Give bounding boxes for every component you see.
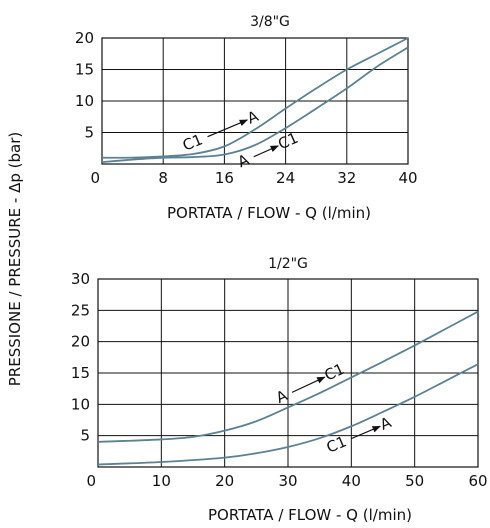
x-tick-label: 50 — [405, 472, 424, 490]
curve-a-c1-3-8g — [101, 46, 409, 164]
flow-direction-arrow — [351, 425, 381, 440]
annotation-to-label: A — [245, 107, 262, 128]
chart-1-2g: 1/2"G PORTATA / FLOW - Q (l/min) 0 10 20 30… — [71, 256, 488, 524]
plot-frame — [101, 37, 409, 165]
x-tick-label: 0 — [90, 169, 100, 187]
y-tick-label: 10 — [75, 92, 94, 110]
x-tick-label: 20 — [215, 472, 234, 490]
x-tick-label: 40 — [342, 472, 361, 490]
chart-title-1-2g: 1/2"G — [268, 256, 308, 272]
y-tick-label: 5 — [80, 427, 90, 445]
x-axis-label-1-2g: PORTATA / FLOW - Q (l/min) — [208, 506, 412, 524]
annotation-to-label: A — [377, 413, 394, 434]
y-tick-label: 15 — [71, 364, 90, 382]
curve-a-c1-1-2g — [97, 310, 479, 443]
y-tick-label: 10 — [71, 395, 90, 413]
y-tick-label: 25 — [71, 301, 90, 319]
flow-direction-arrow — [291, 376, 326, 393]
x-tick-label: 8 — [158, 169, 168, 187]
y-tick-label: 15 — [75, 61, 94, 79]
plot-frame — [97, 278, 479, 468]
y-tick-label: 20 — [71, 333, 90, 351]
chart-3-8g: 3/8"G PORTATA / FLOW - Q (l/min) 0 8 16 24 3… — [75, 14, 418, 222]
y-tick-label: 20 — [75, 29, 94, 47]
curve-c1-a-1-2g — [97, 363, 479, 466]
flow-direction-arrow — [253, 145, 279, 158]
annotation-from-label: C1 — [180, 130, 205, 154]
curve-c1-a-3-8g — [101, 37, 409, 159]
flow-direction-arrow — [207, 119, 249, 138]
x-axis-label-3-8g: PORTATA / FLOW - Q (l/min) — [167, 204, 371, 222]
annotation-from-label: A — [235, 150, 252, 171]
x-tick-label: 0 — [86, 472, 96, 490]
x-tick-label: 10 — [152, 472, 171, 490]
x-tick-label: 24 — [276, 169, 295, 187]
x-tick-label: 40 — [398, 169, 417, 187]
y-axis-label: PRESSIONE / PRESSURE - Δp (bar) — [6, 132, 24, 386]
y-tick-label: 5 — [84, 124, 94, 142]
x-tick-label: 30 — [278, 472, 297, 490]
x-tick-label: 60 — [468, 472, 487, 490]
x-tick-label: 16 — [215, 169, 234, 187]
chart-title-3-8g: 3/8"G — [250, 14, 290, 30]
x-tick-label: 32 — [337, 169, 356, 187]
y-tick-label: 30 — [71, 270, 90, 288]
